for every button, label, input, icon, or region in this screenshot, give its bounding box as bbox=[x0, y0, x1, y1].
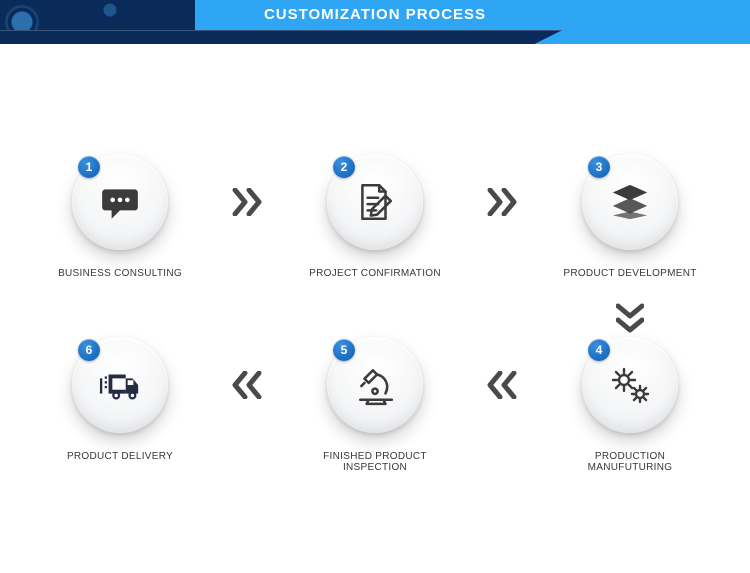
arrow-down-icon bbox=[616, 300, 644, 343]
step-circle: 2 bbox=[327, 154, 423, 250]
step-badge: 5 bbox=[333, 339, 355, 361]
process-row-2: 4 PRODUCTION MANUFUTURING 5 FINISHED PRO… bbox=[50, 337, 700, 473]
header-banner: CUSTOMIZATION PROCESS bbox=[0, 0, 750, 44]
step-label: FINISHED PRODUCT INSPECTION bbox=[305, 451, 445, 473]
arrow-right-icon bbox=[478, 188, 528, 216]
step-6: 6 PRODUCT DELIVERY bbox=[50, 337, 190, 462]
step-circle: 1 bbox=[72, 154, 168, 250]
step-circle: 3 bbox=[582, 154, 678, 250]
step-label: PRODUCT DEVELOPMENT bbox=[563, 268, 696, 279]
step-circle: 5 bbox=[327, 337, 423, 433]
step-5: 5 FINISHED PRODUCT INSPECTION bbox=[305, 337, 445, 473]
gears-icon bbox=[609, 364, 651, 406]
microscope-icon bbox=[354, 364, 396, 406]
header-title: CUSTOMIZATION PROCESS bbox=[0, 0, 750, 30]
step-badge: 4 bbox=[588, 339, 610, 361]
step-badge: 6 bbox=[78, 339, 100, 361]
document-pencil-icon bbox=[354, 181, 396, 223]
step-badge: 1 bbox=[78, 156, 100, 178]
step-circle: 4 bbox=[582, 337, 678, 433]
truck-icon bbox=[99, 364, 141, 406]
step-label: PROJECT CONFIRMATION bbox=[309, 268, 441, 279]
step-circle: 6 bbox=[72, 337, 168, 433]
layers-icon bbox=[609, 181, 651, 223]
process-row-1: 1 BUSINESS CONSULTING 2 PROJECT CONFIRMA… bbox=[50, 154, 700, 279]
step-2: 2 PROJECT CONFIRMATION bbox=[305, 154, 445, 279]
arrow-left-icon bbox=[223, 371, 273, 399]
step-badge: 3 bbox=[588, 156, 610, 178]
process-grid: 1 BUSINESS CONSULTING 2 PROJECT CONFIRMA… bbox=[0, 44, 750, 473]
step-badge: 2 bbox=[333, 156, 355, 178]
step-3: 3 PRODUCT DEVELOPMENT bbox=[560, 154, 700, 279]
arrow-right-icon bbox=[223, 188, 273, 216]
step-label: PRODUCT DELIVERY bbox=[67, 451, 173, 462]
arrow-left-icon bbox=[478, 371, 528, 399]
step-label: BUSINESS CONSULTING bbox=[58, 268, 182, 279]
step-1: 1 BUSINESS CONSULTING bbox=[50, 154, 190, 279]
step-label: PRODUCTION MANUFUTURING bbox=[560, 451, 700, 473]
chat-icon bbox=[99, 181, 141, 223]
step-4: 4 PRODUCTION MANUFUTURING bbox=[560, 337, 700, 473]
header-tail bbox=[0, 30, 563, 44]
